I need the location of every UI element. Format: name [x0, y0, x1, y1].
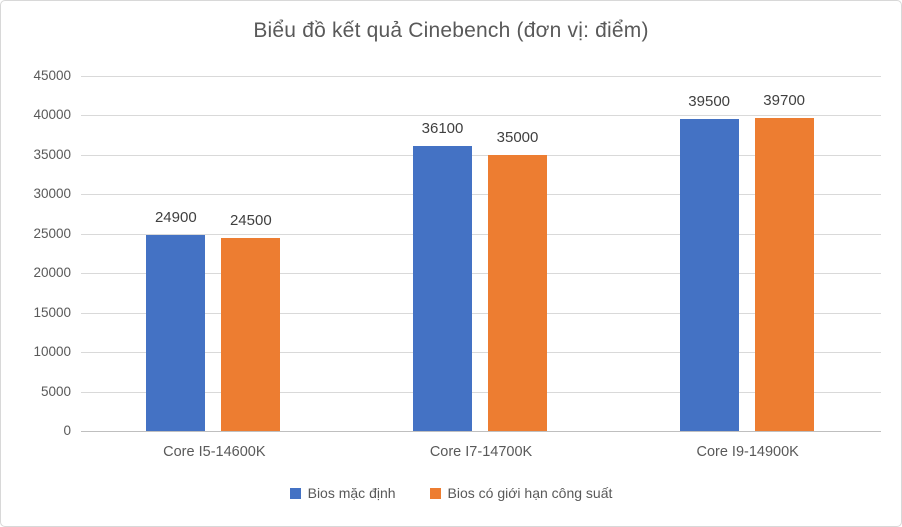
gridline-45000 [81, 76, 881, 77]
bar-series1-core-i7-14700k [488, 154, 547, 431]
legend-item-series0: Bios mặc định [289, 485, 396, 501]
data-label-series0-core-i7-14700k: 36100 [421, 120, 464, 138]
gridline-10000 [81, 352, 881, 354]
y-axis-label-5000: 5000 [40, 383, 71, 399]
y-axis-label-20000: 20000 [33, 265, 71, 281]
legend-label: Bios mặc định [307, 485, 396, 501]
gridline-25000 [81, 233, 881, 235]
x-axis-label-core-i7-14700k: Core I7-14700K [429, 444, 533, 460]
bar-series0-core-i9-14900k [679, 119, 739, 431]
x-axis-label-core-i5-14600k: Core I5-14600K [163, 444, 266, 460]
legend: Bios mặc định Bios có giới hạn công suất [1, 485, 901, 501]
y-axis-label-15000: 15000 [33, 304, 71, 320]
plot-area: 24900 24500 36100 35000 39500 39700 [81, 76, 881, 432]
bar-series1-core-i9-14900k [754, 117, 814, 431]
bar-series0-core-i5-14600k [146, 234, 206, 431]
y-axis-label-40000: 40000 [33, 107, 71, 123]
legend-swatch-icon [429, 487, 441, 499]
data-label-series1-core-i7-14700k: 35000 [496, 128, 539, 146]
y-axis-label-10000: 10000 [33, 344, 71, 360]
gridline-5000 [81, 391, 881, 393]
data-label-series1-core-i5-14600k: 24500 [229, 211, 272, 229]
gridline-40000 [81, 115, 881, 117]
data-label-series0-core-i5-14600k: 24900 [154, 208, 197, 226]
data-label-series1-core-i9-14900k: 39700 [763, 91, 806, 109]
legend-item-series1: Bios có giới hạn công suất [429, 485, 613, 501]
y-axis-label-25000: 25000 [33, 225, 71, 241]
x-axis-label-core-i9-14900k: Core I9-14900K [696, 444, 799, 460]
y-axis-label-45000: 45000 [33, 68, 71, 83]
y-axis-label-0: 0 [63, 423, 71, 438]
legend-label: Bios có giới hạn công suất [447, 485, 613, 501]
y-axis-label-35000: 35000 [33, 146, 71, 162]
bar-series0-core-i7-14700k [413, 146, 472, 431]
gridline-35000 [81, 154, 881, 156]
data-label-series0-core-i9-14900k: 39500 [688, 93, 731, 111]
gridline-30000 [81, 194, 881, 196]
chart-title: Biểu đồ kết quả Cinebench (đơn vị: điểm) [253, 19, 649, 42]
y-axis-label-30000: 30000 [33, 186, 71, 202]
legend-swatch-icon [289, 487, 301, 499]
bar-series1-core-i5-14600k [221, 237, 281, 431]
x-axis-line [81, 431, 881, 432]
gridline-15000 [81, 312, 881, 314]
gridline-20000 [81, 273, 881, 275]
